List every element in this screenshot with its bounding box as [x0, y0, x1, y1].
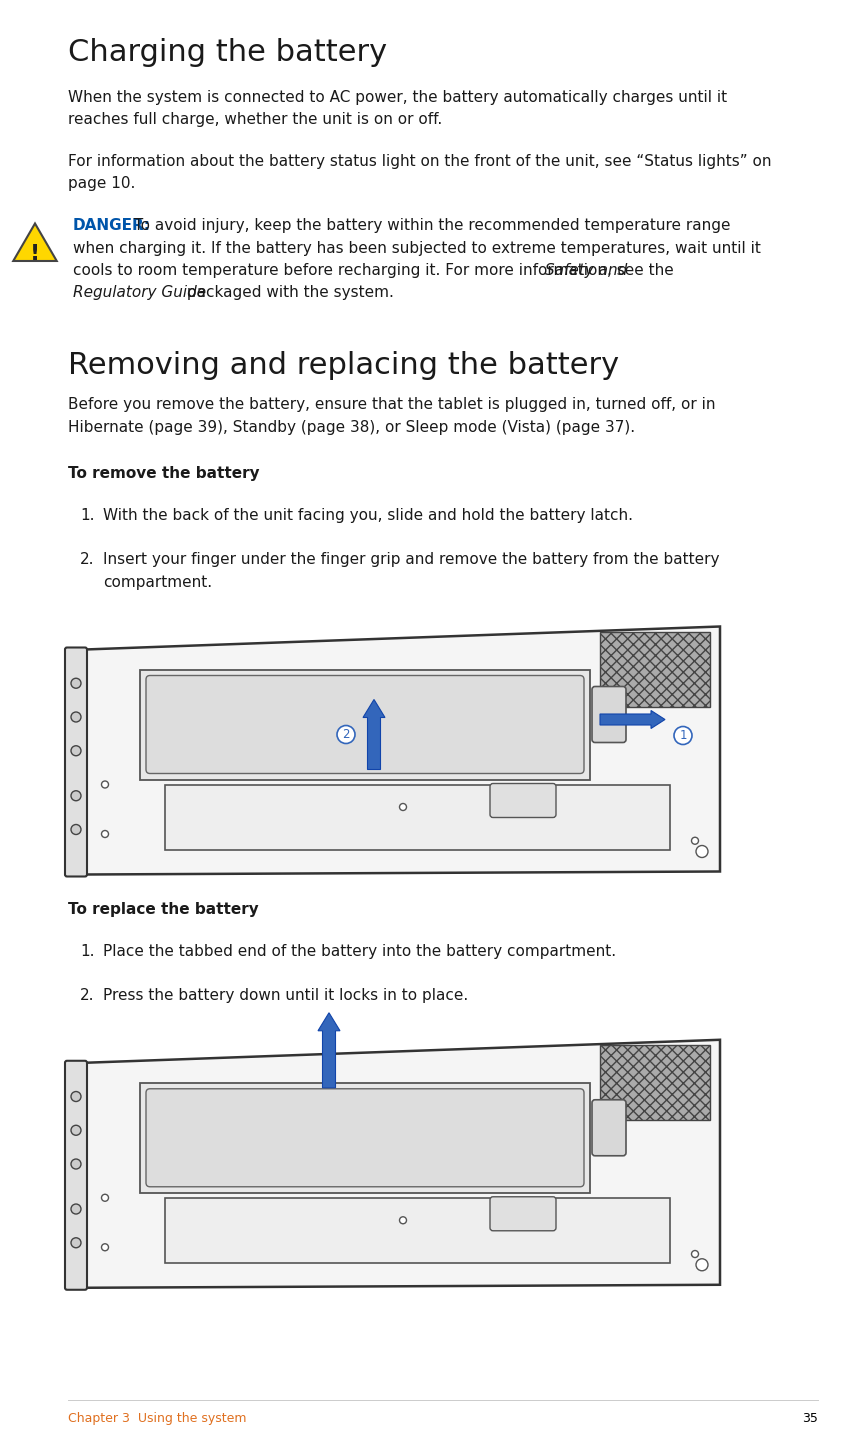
Text: compartment.: compartment. [103, 574, 212, 590]
FancyBboxPatch shape [592, 686, 626, 743]
Text: packaged with the system.: packaged with the system. [182, 284, 394, 300]
Ellipse shape [399, 803, 406, 810]
Polygon shape [600, 632, 710, 706]
Text: 1.: 1. [80, 509, 94, 523]
Text: To replace the battery: To replace the battery [68, 902, 259, 916]
Ellipse shape [71, 790, 81, 800]
Ellipse shape [691, 837, 699, 845]
FancyArrow shape [600, 710, 665, 729]
Text: Charging the battery: Charging the battery [68, 39, 387, 67]
Text: Chapter 3  Using the system: Chapter 3 Using the system [68, 1412, 247, 1425]
Ellipse shape [337, 726, 355, 743]
Text: Place the tabbed end of the battery into the battery compartment.: Place the tabbed end of the battery into… [103, 943, 616, 959]
Ellipse shape [674, 726, 692, 745]
Text: To avoid injury, keep the battery within the recommended temperature range: To avoid injury, keep the battery within… [129, 219, 731, 233]
Ellipse shape [696, 846, 708, 857]
FancyBboxPatch shape [146, 1089, 584, 1186]
Text: 2.: 2. [80, 987, 94, 1003]
Text: With the back of the unit facing you, slide and hold the battery latch.: With the back of the unit facing you, sl… [103, 509, 633, 523]
Ellipse shape [71, 1092, 81, 1102]
FancyBboxPatch shape [65, 1060, 87, 1290]
Ellipse shape [71, 1159, 81, 1169]
Ellipse shape [71, 1205, 81, 1215]
Text: 35: 35 [802, 1412, 818, 1425]
Polygon shape [165, 785, 670, 849]
Polygon shape [600, 1045, 710, 1120]
Text: To remove the battery: To remove the battery [68, 466, 260, 482]
FancyArrow shape [363, 700, 385, 769]
Ellipse shape [71, 1125, 81, 1135]
Ellipse shape [71, 746, 81, 756]
Text: page 10.: page 10. [68, 176, 135, 191]
Text: Before you remove the battery, ensure that the tablet is plugged in, turned off,: Before you remove the battery, ensure th… [68, 397, 715, 413]
Ellipse shape [101, 782, 108, 787]
Text: 1: 1 [679, 729, 687, 742]
FancyArrow shape [318, 1013, 340, 1087]
Text: Hibernate (page 39), Standby (page 38), or Sleep mode (Vista) (page 37).: Hibernate (page 39), Standby (page 38), … [68, 420, 635, 434]
Text: cools to room temperature before recharging it. For more information, see the: cools to room temperature before recharg… [73, 263, 679, 277]
Text: Regulatory Guide: Regulatory Guide [73, 284, 206, 300]
Text: !: ! [30, 244, 40, 264]
Ellipse shape [71, 825, 81, 835]
Polygon shape [140, 670, 590, 779]
FancyBboxPatch shape [490, 1196, 556, 1230]
Polygon shape [140, 1083, 590, 1193]
Ellipse shape [101, 830, 108, 837]
Text: 2: 2 [342, 727, 350, 742]
Text: 2.: 2. [80, 553, 94, 567]
Ellipse shape [399, 1216, 406, 1223]
Text: Safety and: Safety and [545, 263, 627, 277]
Ellipse shape [71, 712, 81, 722]
Text: Removing and replacing the battery: Removing and replacing the battery [68, 352, 619, 380]
FancyBboxPatch shape [490, 783, 556, 817]
Ellipse shape [71, 1238, 81, 1248]
Ellipse shape [520, 1216, 527, 1223]
Ellipse shape [691, 1250, 699, 1258]
Polygon shape [85, 1040, 720, 1288]
Text: when charging it. If the battery has been subjected to extreme temperatures, wai: when charging it. If the battery has bee… [73, 240, 761, 256]
Ellipse shape [71, 679, 81, 689]
Polygon shape [13, 223, 57, 262]
Text: Insert your finger under the finger grip and remove the battery from the battery: Insert your finger under the finger grip… [103, 553, 720, 567]
Ellipse shape [101, 1195, 108, 1202]
Ellipse shape [696, 1259, 708, 1270]
FancyBboxPatch shape [65, 647, 87, 876]
Text: reaches full charge, whether the unit is on or off.: reaches full charge, whether the unit is… [68, 111, 443, 127]
Ellipse shape [101, 1243, 108, 1250]
FancyBboxPatch shape [146, 676, 584, 773]
Text: DANGER:: DANGER: [73, 219, 151, 233]
Ellipse shape [520, 803, 527, 810]
Text: When the system is connected to AC power, the battery automatically charges unti: When the system is connected to AC power… [68, 90, 727, 104]
Text: Press the battery down until it locks in to place.: Press the battery down until it locks in… [103, 987, 469, 1003]
Text: 1.: 1. [80, 943, 94, 959]
Polygon shape [85, 626, 720, 875]
FancyBboxPatch shape [592, 1100, 626, 1156]
Text: For information about the battery status light on the front of the unit, see “St: For information about the battery status… [68, 154, 772, 169]
Polygon shape [165, 1198, 670, 1263]
